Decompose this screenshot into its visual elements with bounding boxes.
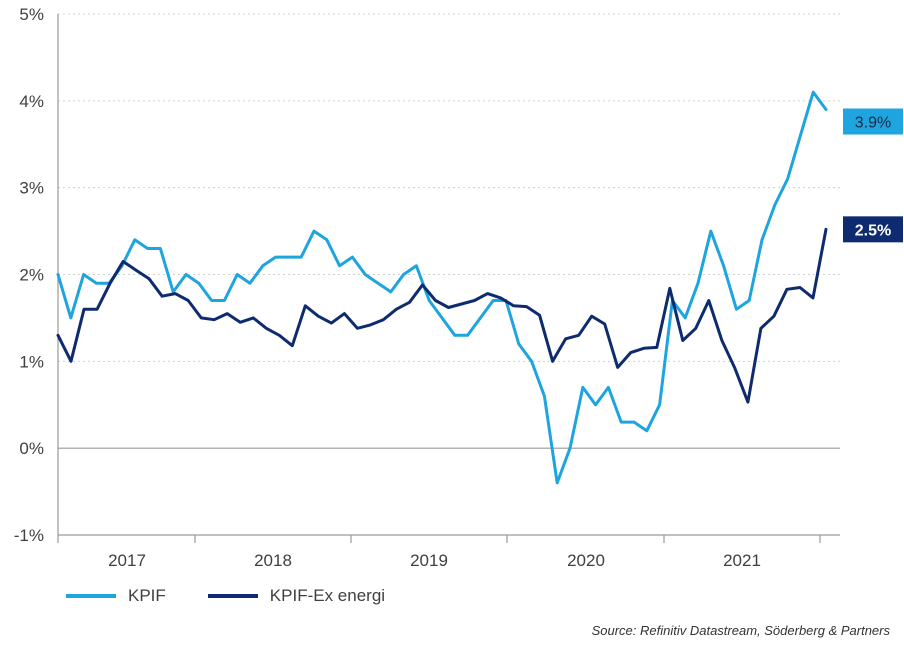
- chart-svg: -1% 0% 1% 2% 3% 4% 5% 2017 2018 2019 2020 2021 3.9…: [14, 5, 903, 570]
- x-axis: 2017 2018 2019 2020 2021: [57, 534, 840, 570]
- series-line-kpif: [56, 90, 828, 485]
- y-tick-label: 2%: [19, 266, 44, 285]
- source-note: Source: Refinitiv Datastream, Söderberg …: [591, 623, 890, 638]
- end-label-box: [843, 216, 903, 243]
- legend-label-kpif: KPIF: [128, 586, 166, 605]
- series-lines: [56, 90, 828, 485]
- legend-item-kpif-ex-energi: KPIF-Ex energi: [207, 586, 386, 606]
- y-tick-label: 0%: [19, 439, 44, 458]
- end-label-box: [843, 108, 903, 135]
- y-tick-label: 5%: [19, 5, 44, 24]
- y-tick-label: 4%: [19, 92, 44, 111]
- x-tick-label: 2019: [410, 551, 448, 570]
- y-axis: -1% 0% 1% 2% 3% 4% 5%: [14, 5, 59, 545]
- x-tick-label: 2017: [108, 551, 146, 570]
- end-labels: 3.9% 2.5%: [843, 108, 903, 243]
- legend-item-kpif: KPIF: [66, 586, 166, 606]
- legend-swatch-kpif-ex-energi: [207, 594, 258, 598]
- series-line-kpif-ex-energi: [56, 227, 828, 404]
- legend-swatch-kpif: [66, 594, 116, 598]
- y-tick-label: 1%: [19, 352, 44, 371]
- legend: KPIF KPIF-Ex energi: [66, 586, 427, 606]
- x-tick-label: 2018: [254, 551, 292, 570]
- y-tick-label: -1%: [14, 526, 44, 545]
- end-label-text: 2.5%: [855, 222, 891, 239]
- x-tick-label: 2020: [567, 551, 605, 570]
- y-tick-label: 3%: [19, 179, 44, 198]
- end-label-text: 3.9%: [855, 115, 891, 132]
- gridlines: [58, 13, 840, 536]
- x-tick-label: 2021: [723, 551, 761, 570]
- legend-label-kpif-ex-energi: KPIF-Ex energi: [269, 586, 386, 605]
